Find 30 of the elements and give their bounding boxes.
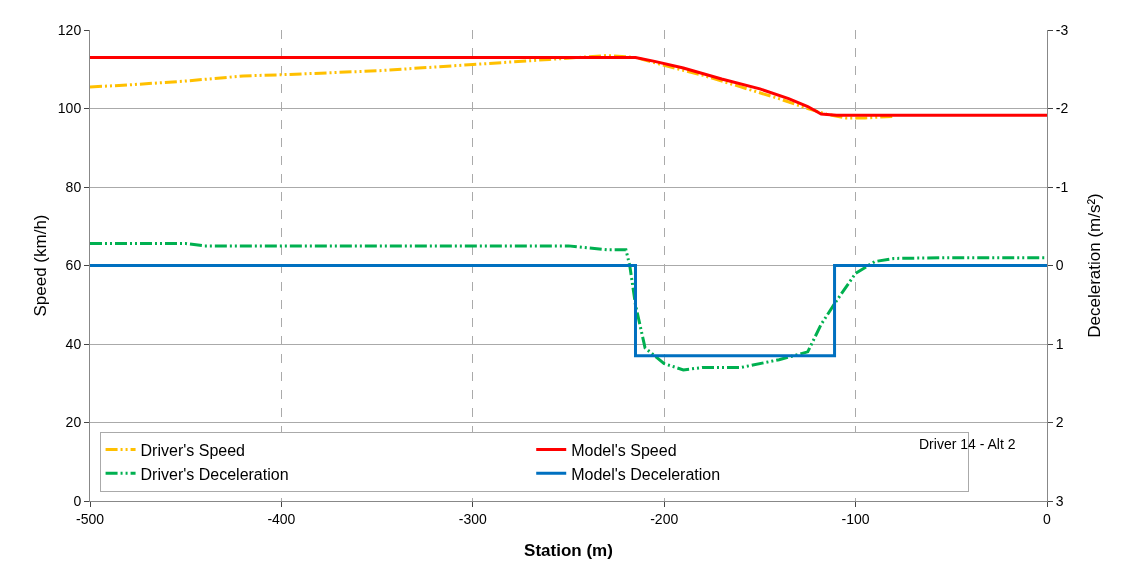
y-tick-label: 100: [57, 100, 82, 117]
y-tick-label: 120: [57, 21, 82, 38]
y2-tick-label: 0: [1055, 257, 1064, 274]
x-axis-title: Station (m): [524, 541, 613, 561]
y2-tick-label: 1: [1055, 335, 1064, 352]
y-tick-label: 60: [65, 257, 82, 274]
line-series: [90, 242, 1047, 372]
legend-label: Driver's Speed: [140, 441, 246, 459]
y2-tick-label: -2: [1055, 100, 1069, 117]
x-tick-label: 0: [1043, 510, 1052, 527]
x-tick-label: -100: [841, 510, 870, 527]
y2-tick-label: -3: [1055, 21, 1069, 38]
y-tick-label: 0: [73, 492, 82, 509]
y-tick-label: 40: [65, 335, 82, 352]
y-tick-label: 80: [65, 178, 82, 195]
line-series: [90, 55, 1047, 117]
legend-label: Driver's Deceleration: [140, 465, 289, 483]
x-tick-label: -400: [267, 510, 296, 527]
y2-tick-label: 3: [1055, 492, 1064, 509]
legend-label: Model's Deceleration: [571, 465, 721, 483]
annotation: Driver 14 - Alt 2: [919, 436, 1016, 452]
y2-axis-title: Deceleration (m/s²): [1084, 193, 1104, 338]
x-tick-label: -200: [650, 510, 679, 527]
y2-tick-label: -1: [1055, 178, 1069, 195]
y-tick-label: 20: [65, 414, 82, 431]
y2-tick-label: 2: [1055, 414, 1064, 431]
x-tick-label: -500: [75, 510, 105, 527]
legend-label: Model's Speed: [571, 441, 677, 459]
x-tick-label: -300: [458, 510, 488, 527]
y-axis-title: Speed (km/h): [31, 214, 50, 317]
